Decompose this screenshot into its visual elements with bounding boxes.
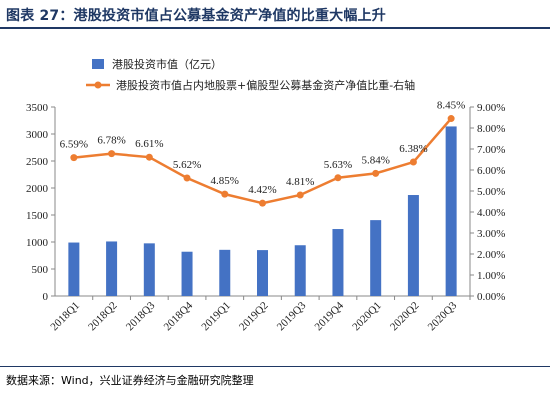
left-tick-label: 2500 (26, 156, 49, 168)
right-tick-label: 3.00% (477, 228, 505, 240)
source-note: 数据来源：Wind，兴业证券经济与金融研究院整理 (6, 374, 254, 387)
line-point (372, 169, 380, 177)
x-tick-label: 2019Q1 (199, 300, 233, 334)
data-label: 6.61% (135, 138, 163, 150)
x-tick-label: 2018Q2 (86, 300, 120, 334)
x-tick-label: 2020Q3 (426, 299, 460, 333)
x-tick-label: 2018Q1 (48, 300, 82, 334)
legend-label-line: 港股投资市值占内地股票+偏股型公募基金资产净值比重-右轴 (116, 78, 415, 92)
right-tick-label: 7.00% (477, 144, 505, 156)
data-label: 4.81% (286, 176, 314, 188)
line-point (108, 150, 116, 158)
x-tick-label: 2018Q3 (124, 299, 158, 333)
bar (407, 195, 419, 296)
right-tick-label: 9.00% (477, 102, 505, 114)
line-point (296, 191, 304, 199)
data-label: 4.85% (211, 175, 239, 187)
x-tick-label: 2019Q2 (237, 300, 271, 334)
legend-label-bar: 港股投资市值（亿元） (112, 57, 222, 71)
data-label: 5.84% (361, 154, 389, 166)
data-label: 5.63% (324, 159, 352, 171)
data-label: 5.62% (173, 159, 201, 171)
data-label: 8.45% (437, 100, 465, 112)
legend: 港股投资市值（亿元） 港股投资市值占内地股票+偏股型公募基金资产净值比重-右轴 (86, 57, 415, 92)
bar (68, 242, 80, 296)
data-label: 4.42% (248, 184, 276, 196)
line-point (145, 153, 153, 161)
data-label: 6.78% (97, 135, 125, 147)
right-tick-label: 1.00% (477, 270, 505, 282)
bar (106, 241, 118, 296)
legend-swatch-bar (92, 59, 104, 69)
bar (143, 243, 155, 296)
x-tick-label: 2020Q1 (350, 300, 384, 334)
data-label: 6.59% (60, 139, 88, 151)
line-point (409, 158, 417, 166)
data-labels: 6.59% 6.78% 6.61% 5.62% 4.85% 4.42% 4.81% 5.63%… (60, 100, 466, 197)
x-tick-label: 2019Q4 (313, 299, 347, 333)
left-tick-label: 3500 (26, 102, 49, 114)
legend-swatch-marker (94, 81, 102, 89)
right-tick-label: 6.00% (477, 165, 505, 177)
right-tick-label: 0.00% (477, 291, 505, 303)
line-point (221, 190, 229, 198)
x-tick-label: 2020Q2 (388, 300, 422, 334)
data-label: 6.38% (399, 143, 427, 155)
line-point (70, 154, 78, 162)
left-tick-label: 1500 (26, 210, 49, 222)
bar (257, 250, 268, 296)
left-tick-label: 500 (32, 264, 49, 276)
right-tick-label: 2.00% (477, 249, 505, 261)
bar (219, 249, 231, 296)
left-tick-label: 1000 (26, 237, 49, 249)
line-series (70, 115, 455, 207)
title-rule (0, 27, 550, 29)
x-tick-label: 2018Q4 (162, 299, 196, 333)
left-tick-label: 0 (43, 291, 49, 303)
bar (181, 251, 193, 296)
line-point (183, 174, 191, 182)
left-tick-label: 2000 (26, 183, 49, 195)
bottom-rule (0, 366, 550, 367)
bar (332, 229, 344, 296)
bars (68, 126, 457, 296)
bar (445, 126, 457, 296)
bar (370, 220, 382, 296)
line-point (334, 174, 342, 182)
chart-title: 图表 27：港股投资市值占公募基金资产净值的比重大幅上升 (6, 8, 386, 24)
line-point (447, 115, 455, 123)
right-tick-label: 4.00% (477, 207, 505, 219)
left-tick-label: 3000 (26, 129, 49, 141)
right-tick-label: 8.00% (477, 123, 505, 135)
x-tick-label: 2019Q3 (275, 299, 309, 333)
right-tick-label: 5.00% (477, 186, 505, 198)
bar (294, 245, 306, 296)
line-point (259, 199, 266, 207)
